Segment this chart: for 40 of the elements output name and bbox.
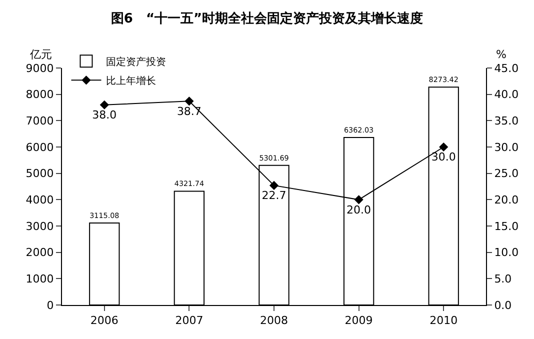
point: [184, 96, 194, 106]
data-label: 22.7: [262, 189, 286, 202]
y-tick-label: 6000: [26, 140, 54, 154]
x-tick-label: 2006: [90, 314, 118, 328]
x-tick-label: 2010: [430, 314, 458, 328]
y2-tick-label: 0.0: [494, 298, 512, 312]
y2-tick-label: 15.0: [494, 220, 519, 233]
y-tick-label: 9000: [26, 62, 54, 75]
y2-tick-label: 25.0: [494, 167, 519, 180]
y-tick-label: 0: [46, 298, 54, 312]
y2-tick-label: 45.0: [494, 62, 519, 75]
data-label: 38.7: [176, 104, 202, 118]
data-label: 30.0: [431, 150, 456, 164]
y-tick-label: 2000: [26, 246, 54, 260]
point: [439, 142, 448, 152]
y2-tick-label: 10.0: [494, 246, 519, 260]
y2-axis-title: %: [496, 48, 506, 61]
legend-label: 比上年增长: [106, 75, 156, 88]
y2-tick-label: 35.0: [494, 114, 519, 128]
y-tick-label: 7000: [26, 114, 54, 128]
data-label: 38.0: [92, 108, 117, 122]
y-tick-label: 1000: [26, 272, 54, 286]
y-axis-title: 亿元: [29, 48, 52, 61]
point: [354, 195, 364, 204]
data-label: 20.0: [346, 203, 372, 216]
y-tick-label: 3000: [26, 220, 54, 233]
y-tick-label: 4000: [26, 194, 54, 207]
point: [100, 100, 109, 110]
point: [269, 180, 279, 190]
x-tick-label: 2009: [344, 314, 373, 328]
y2-tick-label: 40.0: [494, 88, 519, 102]
y-tick-label: 5000: [26, 167, 54, 180]
legend-label: 固定资产投资: [106, 56, 166, 68]
x-tick-label: 2007: [175, 314, 204, 328]
y-tick-label: 8000: [26, 88, 54, 102]
y2-tick-label: 30.0: [494, 140, 519, 154]
y2-tick-label: 20.0: [494, 194, 519, 207]
chart-title: 图6 “十一五”时期全社会固定资产投资及其增长速度: [110, 10, 424, 27]
y2-tick-label: 5.0: [494, 272, 512, 286]
x-tick-label: 2008: [260, 314, 288, 328]
